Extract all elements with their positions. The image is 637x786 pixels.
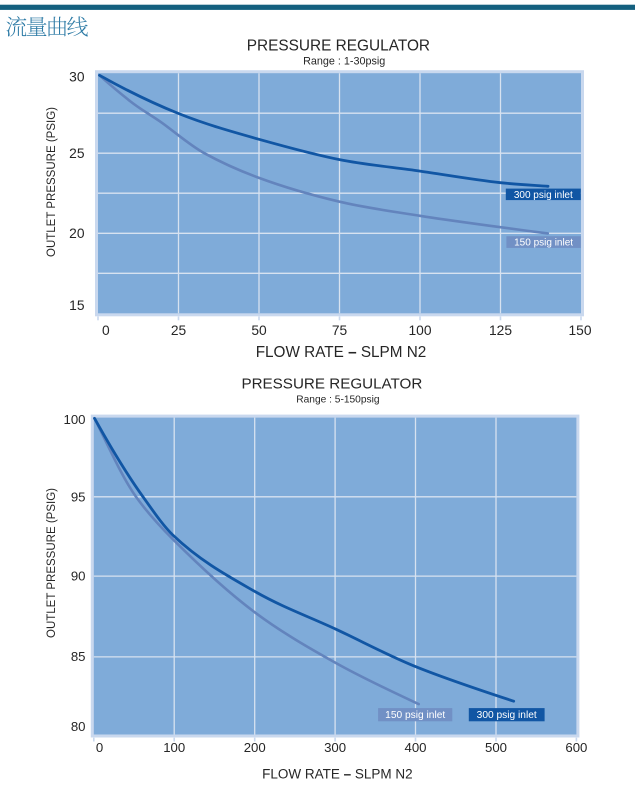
svg-text:95: 95: [71, 489, 86, 504]
svg-text:30: 30: [69, 69, 85, 84]
svg-text:400: 400: [404, 740, 426, 755]
svg-text:50: 50: [251, 323, 267, 338]
svg-text:200: 200: [244, 740, 266, 755]
svg-text:20: 20: [69, 226, 85, 241]
svg-text:PRESSURE REGULATOR: PRESSURE REGULATOR: [241, 376, 422, 393]
svg-text:125: 125: [489, 323, 512, 338]
svg-text:FLOW RATE – SLPM N2: FLOW RATE – SLPM N2: [262, 766, 413, 781]
svg-text:OUTLET PRESSURE (PSIG): OUTLET PRESSURE (PSIG): [46, 488, 58, 638]
svg-text:0: 0: [96, 740, 103, 755]
svg-text:600: 600: [565, 740, 587, 755]
svg-text:0: 0: [102, 323, 110, 338]
svg-text:150 psig inlet: 150 psig inlet: [385, 710, 445, 721]
svg-text:300 psig inlet: 300 psig inlet: [477, 710, 537, 721]
svg-text:85: 85: [71, 649, 86, 664]
svg-text:100: 100: [163, 740, 185, 755]
svg-text:150 psig inlet: 150 psig inlet: [514, 238, 573, 249]
svg-text:100: 100: [408, 323, 431, 338]
svg-text:25: 25: [171, 323, 187, 338]
svg-text:150: 150: [568, 323, 591, 338]
svg-text:500: 500: [485, 740, 507, 755]
svg-text:OUTLET PRESSURE (PSIG): OUTLET PRESSURE (PSIG): [46, 107, 58, 257]
svg-text:25: 25: [69, 146, 85, 161]
svg-text:100: 100: [63, 412, 85, 427]
svg-text:300: 300: [324, 740, 346, 755]
svg-text:FLOW RATE – SLPM N2: FLOW RATE – SLPM N2: [256, 344, 427, 361]
svg-text:90: 90: [71, 569, 86, 584]
svg-text:Range : 5-150psig: Range : 5-150psig: [296, 395, 380, 406]
svg-text:Range : 1-30psig: Range : 1-30psig: [303, 55, 385, 67]
svg-text:PRESSURE REGULATOR: PRESSURE REGULATOR: [247, 38, 430, 55]
svg-text:75: 75: [332, 323, 348, 338]
svg-text:80: 80: [71, 719, 86, 734]
svg-text:15: 15: [69, 298, 85, 313]
svg-text:300 psig inlet: 300 psig inlet: [514, 190, 573, 201]
